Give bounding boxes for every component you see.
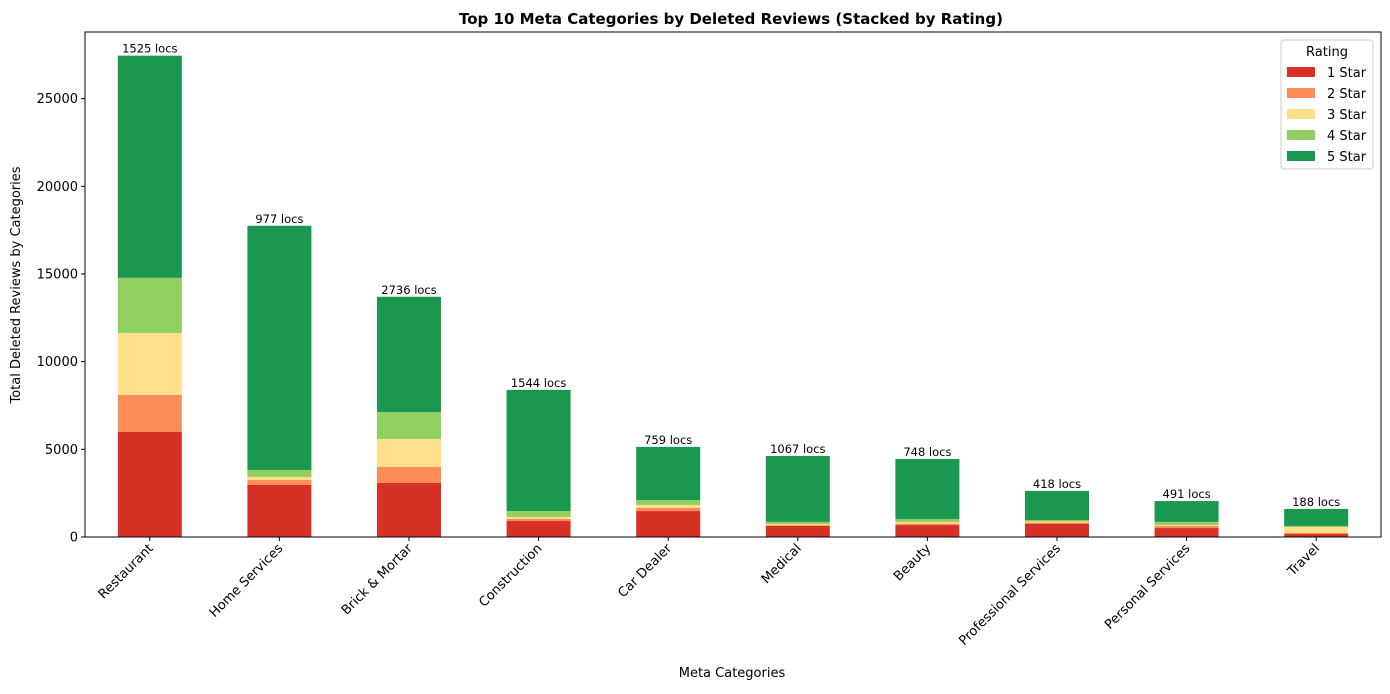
bar-segment-restaurant-1-star: [117, 431, 182, 537]
x-tick-label: Professional Services: [956, 541, 1064, 649]
bar-label: 1067 locs: [770, 442, 825, 456]
legend: Rating 1 Star 2 Star 3 Star 4 Star 5 Star: [1280, 39, 1374, 170]
x-tick-label: Construction: [476, 541, 545, 610]
bar-segment-brick-mortar-2-star: [377, 466, 441, 483]
y-tick-label: 0: [70, 531, 78, 546]
bar-segment-personal-services-3-star: [1154, 525, 1219, 526]
bar-segment-beauty-2-star: [895, 523, 960, 526]
bar-segment-professional-services-4-star: [1025, 519, 1089, 522]
bar-segment-travel-5-star: [1284, 508, 1349, 526]
legend-swatch: [1287, 130, 1315, 140]
bar-segment-construction-3-star: [506, 517, 571, 519]
bar-segment-home-services-4-star: [247, 470, 312, 478]
x-axis-label: Meta Categories: [679, 666, 786, 681]
bar-segment-brick-mortar-4-star: [377, 411, 441, 439]
legend-label: 1 Star: [1327, 66, 1367, 81]
bar-segment-travel-3-star: [1284, 527, 1349, 533]
bar-segment-medical-1-star: [765, 525, 830, 537]
legend-swatch: [1287, 109, 1315, 119]
y-tick-label: 25000: [37, 92, 78, 107]
x-axis: Restaurant Home Services Brick & Mortar Con…: [96, 537, 1323, 649]
bar-segment-construction-2-star: [506, 518, 571, 522]
x-tick-label: Car Dealer: [615, 541, 675, 601]
x-tick-label: Medical: [759, 541, 805, 587]
bar-segment-restaurant-4-star: [117, 277, 182, 333]
bar-segment-medical-5-star: [765, 455, 830, 522]
bar-segment-restaurant-2-star: [117, 394, 182, 432]
bar-label: 1525 locs: [122, 42, 177, 56]
y-tick-label: 15000: [37, 267, 78, 282]
legend-label: 5 Star: [1327, 150, 1367, 165]
x-tick-label: Home Services: [207, 541, 287, 621]
chart-title: Top 10 Meta Categories by Deleted Review…: [459, 10, 1003, 28]
bar-segment-brick-mortar-3-star: [377, 438, 441, 467]
bar-labels-group: 1525 locs 977 locs 2736 locs 1544 locs 759 l…: [122, 42, 1340, 509]
bar-label: 748 locs: [903, 445, 951, 459]
bar-label: 759 locs: [644, 433, 692, 447]
bar-segment-construction-5-star: [506, 389, 571, 512]
bar-segment-car-dealer-2-star: [636, 507, 701, 512]
y-axis: 0 5000 10000 15000 20000 25000: [37, 92, 85, 546]
bar-segment-car-dealer-5-star: [636, 446, 701, 501]
bar-segment-professional-services-5-star: [1025, 490, 1089, 520]
legend-swatch: [1287, 67, 1315, 77]
bar-segment-professional-services-3-star: [1025, 521, 1089, 523]
bar-label: 491 locs: [1163, 487, 1211, 501]
bar-segment-car-dealer-1-star: [636, 511, 701, 537]
y-tick-label: 5000: [45, 443, 78, 458]
bar-segment-travel-4-star: [1284, 525, 1349, 528]
x-tick-label: Beauty: [891, 541, 934, 584]
legend-swatch: [1287, 88, 1315, 98]
bar-label: 188 locs: [1292, 495, 1340, 509]
bar-segment-professional-services-2-star: [1025, 522, 1089, 524]
bar-segment-medical-3-star: [765, 524, 830, 526]
bar-segment-beauty-3-star: [895, 521, 960, 524]
legend-title: Rating: [1306, 45, 1348, 60]
bar-segment-beauty-5-star: [895, 458, 960, 519]
bar-segment-home-services-3-star: [247, 477, 312, 481]
bar-segment-personal-services-2-star: [1154, 525, 1219, 529]
bar-segment-medical-2-star: [765, 525, 830, 526]
x-tick-label: Personal Services: [1102, 541, 1194, 633]
bar-segment-home-services-2-star: [247, 480, 312, 485]
bar-label: 977 locs: [255, 212, 303, 226]
bar-segment-home-services-1-star: [247, 484, 312, 537]
bars-group: [117, 55, 1349, 537]
bar-label: 418 locs: [1033, 477, 1081, 491]
bar-label: 1544 locs: [511, 376, 566, 390]
bar-segment-restaurant-3-star: [117, 332, 182, 395]
bar-segment-personal-services-5-star: [1154, 501, 1219, 522]
bar-segment-restaurant-5-star: [117, 55, 182, 278]
bar-segment-beauty-4-star: [895, 518, 960, 522]
bar-segment-personal-services-1-star: [1154, 528, 1219, 537]
plot-frame: [84, 31, 1382, 538]
y-axis-label: Total Deleted Reviews by Categories: [9, 166, 24, 404]
y-tick-label: 20000: [37, 180, 78, 195]
legend-swatch: [1287, 151, 1315, 161]
legend-label: 3 Star: [1327, 108, 1367, 123]
bar-segment-travel-1-star: [1284, 534, 1349, 537]
x-tick-label: Brick & Mortar: [339, 541, 416, 618]
bar-segment-home-services-5-star: [247, 225, 312, 471]
bar-segment-car-dealer-4-star: [636, 500, 701, 505]
x-tick-label: Restaurant: [96, 541, 157, 602]
legend-label: 2 Star: [1327, 87, 1367, 102]
bar-segment-car-dealer-3-star: [636, 504, 701, 508]
bar-segment-travel-2-star: [1284, 532, 1349, 535]
bar-segment-medical-4-star: [765, 521, 830, 525]
bar-segment-construction-1-star: [506, 521, 571, 537]
legend-label: 4 Star: [1327, 129, 1367, 144]
bar-segment-brick-mortar-5-star: [377, 296, 441, 412]
x-tick-label: Travel: [1284, 541, 1323, 580]
bar-segment-personal-services-4-star: [1154, 521, 1219, 526]
bar-segment-construction-4-star: [506, 511, 571, 518]
bar-segment-brick-mortar-1-star: [377, 482, 441, 537]
y-tick-label: 10000: [37, 355, 78, 370]
bar-segment-beauty-1-star: [895, 525, 960, 537]
bar-segment-professional-services-1-star: [1025, 523, 1089, 537]
bar-label: 2736 locs: [381, 283, 436, 297]
